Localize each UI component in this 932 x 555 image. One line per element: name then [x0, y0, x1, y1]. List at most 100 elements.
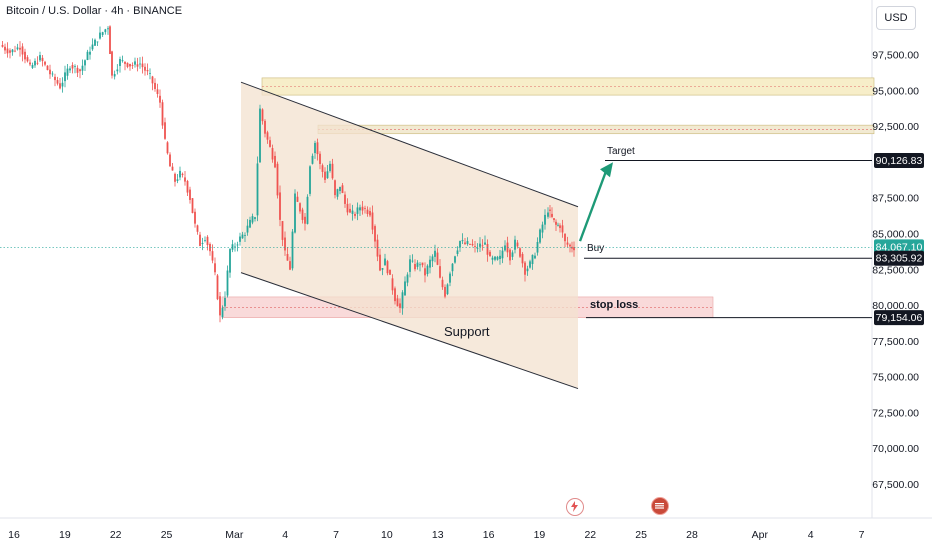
candle-body	[414, 264, 416, 270]
candle	[156, 83, 159, 98]
candle	[547, 207, 549, 219]
candle	[359, 204, 361, 216]
candle	[126, 62, 129, 69]
symbol-title: Bitcoin / U.S. Dollar · 4h · BINANCE	[6, 5, 183, 17]
x-tick-label: 25	[635, 529, 647, 541]
candle-body	[571, 246, 573, 249]
candle-body	[446, 284, 449, 295]
x-tick-label: 10	[381, 529, 393, 541]
candle	[499, 250, 501, 265]
candle	[511, 250, 514, 260]
candle	[529, 259, 531, 269]
candle	[496, 255, 499, 261]
candle-body	[254, 217, 256, 219]
candle-body	[334, 180, 336, 196]
candle	[271, 144, 274, 163]
candle-body	[359, 207, 361, 211]
candle	[434, 244, 436, 263]
channel-fill	[241, 82, 578, 389]
candle	[334, 179, 336, 199]
candle-body	[286, 254, 289, 261]
candle	[56, 76, 59, 86]
candle	[84, 59, 86, 72]
candle-body	[501, 250, 504, 259]
candle-body	[324, 171, 326, 180]
candle-body	[426, 265, 429, 275]
candle	[409, 255, 411, 278]
candle	[386, 259, 389, 276]
candle	[489, 249, 491, 257]
candle	[474, 241, 476, 253]
candle	[54, 73, 56, 87]
candle	[221, 305, 224, 320]
currency-button[interactable]: USD	[876, 6, 916, 30]
candle	[501, 246, 504, 264]
candle	[364, 205, 366, 214]
candle	[44, 60, 46, 67]
candle-body	[559, 225, 561, 228]
candle-body	[424, 268, 426, 276]
candle	[379, 248, 381, 272]
candle	[491, 255, 494, 265]
x-tick-label: 19	[59, 529, 71, 541]
candle	[179, 166, 181, 181]
candle	[424, 262, 426, 283]
candle	[266, 130, 269, 144]
levels	[0, 160, 872, 319]
candle-body	[4, 46, 6, 51]
candle-body	[481, 245, 484, 247]
candle-body	[229, 249, 231, 273]
candle	[553, 218, 555, 223]
candle	[281, 221, 284, 246]
candle-body	[296, 196, 299, 202]
candle	[396, 294, 399, 307]
candle	[481, 239, 484, 251]
candle-body	[351, 210, 354, 214]
candle	[4, 43, 6, 55]
candle	[524, 260, 526, 282]
candle	[276, 161, 279, 199]
candle-body	[211, 251, 214, 261]
candle-body	[469, 243, 471, 245]
candle-body	[219, 296, 221, 316]
candle	[471, 239, 474, 247]
candle	[559, 223, 561, 233]
candle-body	[476, 247, 479, 249]
candle-body	[244, 235, 246, 236]
candle-body	[36, 62, 39, 64]
candle-body	[511, 252, 514, 257]
candle	[451, 262, 454, 277]
candle-body	[444, 286, 446, 297]
candle	[459, 240, 461, 252]
events-icon[interactable]	[566, 498, 584, 516]
candle	[429, 255, 431, 274]
candle-body	[304, 216, 306, 224]
candle	[41, 54, 44, 67]
candle-body	[121, 60, 124, 62]
candle-body	[419, 264, 421, 266]
candle	[324, 167, 326, 183]
candle	[279, 185, 281, 227]
candle-body	[139, 63, 141, 65]
candle	[24, 48, 26, 64]
candle	[351, 204, 354, 221]
x-tick-label: 22	[110, 529, 122, 541]
candle-body	[564, 233, 566, 242]
candle-body	[331, 163, 334, 179]
candle	[354, 211, 356, 219]
candle	[569, 243, 571, 253]
candle	[414, 259, 416, 272]
candle	[469, 243, 471, 245]
candle	[31, 62, 34, 69]
candle-body	[573, 247, 575, 251]
candle	[436, 248, 439, 266]
flag-icon[interactable]	[651, 497, 669, 515]
candle-body	[474, 246, 476, 247]
y-tick-label: 85,000.00	[872, 228, 919, 240]
time-axis: 16 19 22 25 Mar 4 7 10 13 16 19 22 25 28 Apr 4 7	[8, 529, 864, 541]
candle-body	[394, 288, 396, 302]
x-tick-label: 4	[808, 529, 814, 541]
candle	[99, 26, 101, 40]
